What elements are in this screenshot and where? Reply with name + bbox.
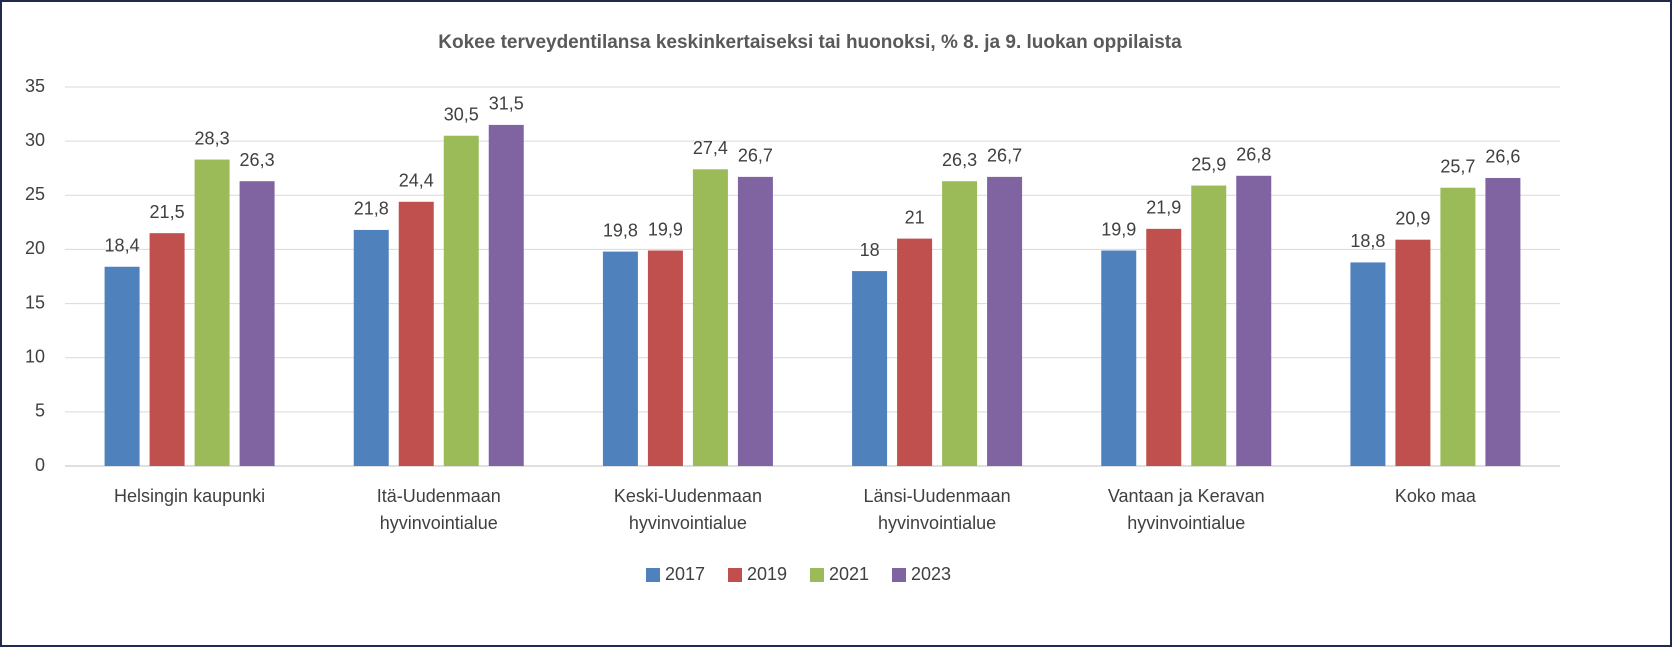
x-tick-label: Helsingin kaupunki	[114, 486, 265, 506]
data-label: 30,5	[444, 104, 479, 124]
bar	[1395, 239, 1431, 466]
x-tick-label: Länsi-Uudenmaan	[864, 486, 1011, 506]
bar	[443, 135, 479, 466]
bar	[1350, 262, 1386, 466]
x-tick-label: hyvinvointialue	[878, 513, 996, 533]
legend-swatch	[892, 568, 906, 582]
x-tick-label: hyvinvointialue	[1127, 513, 1245, 533]
x-tick-label: Itä-Uudenmaan	[377, 486, 501, 506]
y-tick-label: 35	[25, 76, 45, 96]
data-label: 20,9	[1395, 208, 1430, 228]
bar	[149, 233, 185, 466]
chart-title: Kokee terveydentilansa keskinkertaiseksi…	[438, 32, 1182, 53]
bar	[239, 181, 275, 467]
data-label: 25,9	[1191, 154, 1226, 174]
data-label: 19,9	[648, 219, 683, 239]
legend-label: 2019	[747, 564, 787, 584]
x-tick-label: Keski-Uudenmaan	[614, 486, 762, 506]
bar	[1146, 228, 1182, 466]
bar	[1101, 250, 1137, 466]
data-label: 26,8	[1236, 145, 1271, 165]
bar	[1485, 177, 1521, 466]
bar	[737, 176, 773, 466]
data-label: 28,3	[195, 128, 230, 148]
data-label: 26,7	[738, 146, 773, 166]
legend-swatch	[810, 568, 824, 582]
y-tick-label: 20	[25, 238, 45, 258]
data-label: 21,9	[1146, 198, 1181, 218]
bar	[398, 201, 434, 467]
legend-label: 2017	[665, 564, 705, 584]
data-label: 18,4	[105, 236, 140, 256]
bar	[647, 250, 683, 466]
bar	[897, 238, 933, 466]
x-tick-label: Koko maa	[1395, 486, 1477, 506]
data-label: 26,3	[240, 150, 275, 170]
legend-label: 2021	[829, 564, 869, 584]
bar	[104, 266, 140, 466]
y-tick-label: 0	[35, 455, 45, 475]
data-label: 26,6	[1485, 147, 1520, 167]
data-label: 19,9	[1101, 219, 1136, 239]
data-label: 21,8	[354, 199, 389, 219]
legend-swatch	[646, 568, 660, 582]
data-label: 26,7	[987, 146, 1022, 166]
bar	[1440, 187, 1476, 466]
bar	[353, 229, 389, 466]
data-label: 18,8	[1350, 231, 1385, 251]
data-label: 21,5	[150, 202, 185, 222]
bar	[602, 251, 638, 466]
bar	[987, 176, 1023, 466]
bar	[1191, 185, 1227, 467]
bar	[194, 159, 230, 466]
data-label: 27,4	[693, 138, 728, 158]
bar	[692, 169, 728, 466]
x-tick-label: hyvinvointialue	[380, 513, 498, 533]
bar	[488, 124, 524, 467]
y-tick-label: 25	[25, 184, 45, 204]
y-tick-label: 10	[25, 346, 45, 366]
data-label: 26,3	[942, 150, 977, 170]
x-tick-label: Vantaan ja Keravan	[1108, 486, 1265, 506]
bar	[852, 271, 888, 466]
y-tick-label: 5	[35, 401, 45, 421]
x-tick-label: hyvinvointialue	[629, 513, 747, 533]
data-label: 18	[860, 240, 880, 260]
y-tick-label: 15	[25, 292, 45, 312]
legend-label: 2023	[911, 564, 951, 584]
data-label: 24,4	[399, 171, 434, 191]
y-tick-label: 30	[25, 130, 45, 150]
bar	[942, 181, 978, 467]
legend-swatch	[728, 568, 742, 582]
data-label: 31,5	[489, 94, 524, 114]
bar	[1236, 175, 1272, 466]
data-label: 25,7	[1440, 156, 1475, 176]
data-label: 21	[905, 207, 925, 227]
data-label: 19,8	[603, 220, 638, 240]
